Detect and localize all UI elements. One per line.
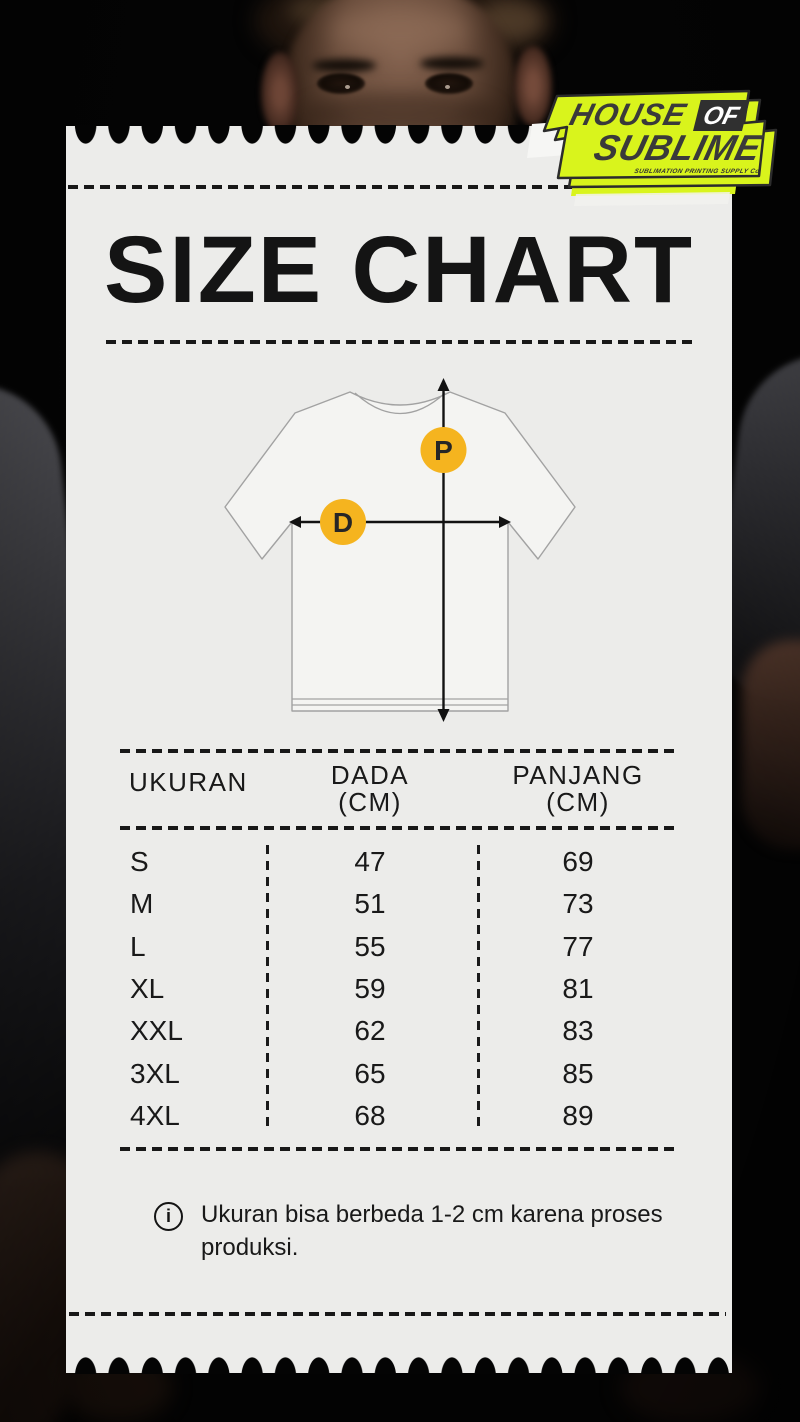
eye-catchlight — [345, 85, 350, 89]
length-badge-label: P — [434, 435, 453, 466]
chest-badge — [320, 499, 366, 545]
person-hair — [255, 0, 555, 76]
column-separator — [266, 845, 269, 1128]
dashed-divider — [68, 185, 730, 189]
dashed-divider — [120, 749, 675, 753]
column-separator — [477, 845, 480, 1128]
brand-logo: HOUSE OF SUBLIME SUBLIMATION PRINTING SU… — [527, 89, 778, 206]
table-row: M 51 73 — [130, 888, 594, 919]
dashed-divider — [120, 826, 675, 830]
table-row: XL 59 81 — [130, 973, 594, 1004]
table-row: 3XL 65 85 — [130, 1058, 594, 1089]
column-header-dada: DADA (CM) — [330, 760, 410, 817]
column-header-ukuran: UKURAN — [129, 767, 248, 797]
logo-of-box: OF — [693, 100, 750, 131]
size-tolerance-note: Ukuran bisa berbeda 1-2 cm karena proses… — [201, 1201, 663, 1261]
page-title: SIZE CHART — [104, 217, 694, 323]
eye-catchlight — [445, 85, 450, 89]
person-forehead — [330, 6, 470, 54]
person-right-eyebrow — [420, 57, 484, 70]
info-icon: i — [154, 1202, 183, 1231]
person-left-eyebrow — [312, 59, 376, 72]
logo-text-sublime: SUBLIME — [590, 128, 767, 168]
column-header-panjang: PANJANG (CM) — [512, 760, 644, 817]
logo-text-house: HOUSE — [566, 97, 690, 131]
logo-tagline: SUBLIMATION PRINTING SUPPLY Co. — [634, 168, 763, 175]
logo-white-tail — [574, 192, 730, 206]
size-chart-card: SIZE CHART P D UKURAN — [66, 125, 732, 1374]
table-row: 4XL 68 89 — [130, 1100, 594, 1131]
person-right-eye — [425, 73, 473, 94]
dashed-divider — [106, 340, 698, 344]
dashed-divider — [69, 1312, 726, 1316]
dashed-divider — [120, 1147, 675, 1151]
length-badge — [420, 427, 467, 473]
table-row: XXL 62 83 — [130, 1015, 594, 1046]
tshirt-outline — [224, 391, 576, 712]
collar-inner-line — [354, 392, 446, 414]
person-left-ear — [261, 52, 299, 134]
tshirt-measurement-diagram: P D — [224, 378, 576, 722]
perforated-edge-bottom — [66, 1354, 732, 1374]
table-row: S 47 69 — [130, 846, 594, 877]
chest-badge-label: D — [333, 507, 353, 538]
person-hair-highlight — [288, 0, 388, 28]
table-row: L 55 77 — [130, 931, 594, 962]
person-right-arm — [742, 640, 800, 850]
person-left-eye — [317, 73, 365, 94]
person-hair-highlight — [474, 0, 544, 42]
